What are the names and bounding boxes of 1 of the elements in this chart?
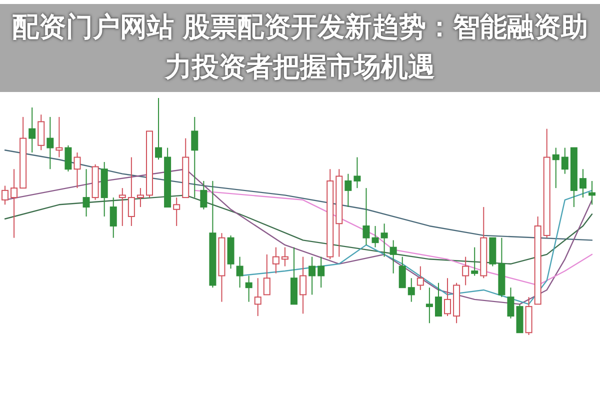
chart-title: 配资门户网站 股票配资开发新趋势：智能融资助力投资者把握市场机遇	[10, 11, 590, 85]
